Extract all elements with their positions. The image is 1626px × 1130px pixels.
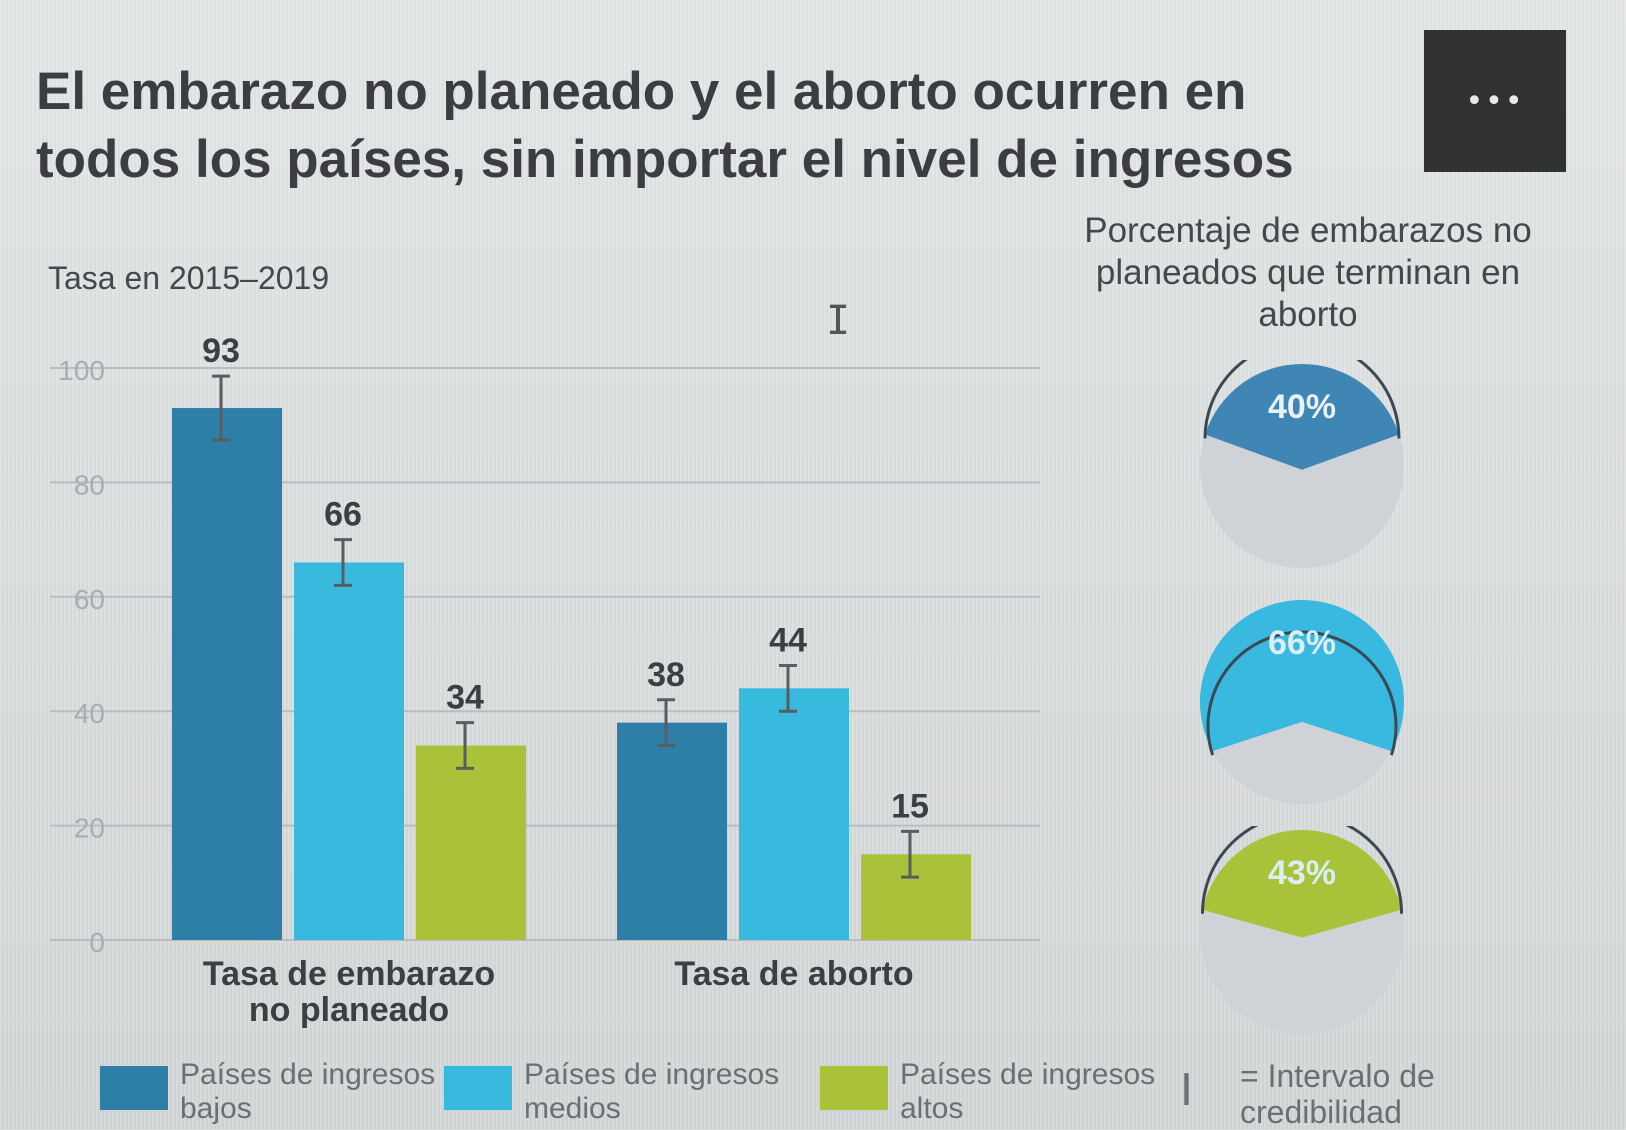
bar xyxy=(861,854,971,940)
legend-label-middle: Países de ingresos medios xyxy=(524,1058,780,1125)
data-label: 38 xyxy=(647,656,685,694)
legend-label-ci: = Intervalo de credibilidad xyxy=(1240,1058,1435,1130)
more-options-button[interactable]: ••• xyxy=(1424,30,1566,172)
gauge-fill xyxy=(1202,830,1402,938)
gauge-label: 43% xyxy=(1268,854,1336,892)
gauges-title: Porcentaje de embarazos no planeados que… xyxy=(1084,211,1532,334)
x-group-label: no planeado xyxy=(249,991,449,1029)
legend-label-low: Países de ingresos bajos xyxy=(180,1058,436,1125)
bar xyxy=(294,562,404,940)
y-tick-label: 0 xyxy=(89,927,105,958)
x-group-label: Tasa de embarazo xyxy=(203,955,495,993)
data-label: 93 xyxy=(202,332,240,370)
bar xyxy=(617,722,727,940)
legend-label-high: Países de ingresos altos xyxy=(900,1058,1156,1125)
y-tick-label: 40 xyxy=(74,698,105,729)
gauge-high-income: 43% xyxy=(1200,826,1404,1034)
legend-swatch-middle xyxy=(444,1066,512,1110)
gauge-arc xyxy=(1206,630,1398,756)
chart-legend: Países de ingresos bajos Países de ingre… xyxy=(100,1058,1600,1130)
chart-title: El embarazo no planeado y el aborto ocur… xyxy=(36,62,1294,189)
legend-swatch-high xyxy=(820,1066,888,1110)
gauge-label: 40% xyxy=(1268,388,1336,426)
data-label: 66 xyxy=(324,496,362,534)
y-tick-label: 80 xyxy=(74,469,105,500)
gauge-low-income: 40% xyxy=(1200,360,1404,568)
gauge-fill xyxy=(1200,600,1404,752)
gauge-middle-income: 66% xyxy=(1200,600,1404,804)
data-label: 34 xyxy=(446,679,484,717)
data-label: 15 xyxy=(891,787,929,825)
gauge-label: 66% xyxy=(1268,624,1336,662)
gauge-arc xyxy=(1200,826,1404,914)
chart-subtitle: Tasa en 2015–2019 xyxy=(48,260,330,296)
x-group-label: Tasa de aborto xyxy=(674,955,913,993)
legend-swatch-low xyxy=(100,1066,168,1110)
data-label: 44 xyxy=(769,621,807,659)
bar xyxy=(416,745,526,940)
y-tick-label: 60 xyxy=(74,584,105,615)
bar xyxy=(172,408,282,940)
bar xyxy=(739,688,849,940)
gauge-fill xyxy=(1204,364,1400,470)
gauge-arc xyxy=(1203,360,1401,439)
credibility-interval-icon: I xyxy=(1180,1065,1193,1116)
y-tick-label: 100 xyxy=(58,355,105,386)
y-tick-label: 20 xyxy=(74,813,105,844)
